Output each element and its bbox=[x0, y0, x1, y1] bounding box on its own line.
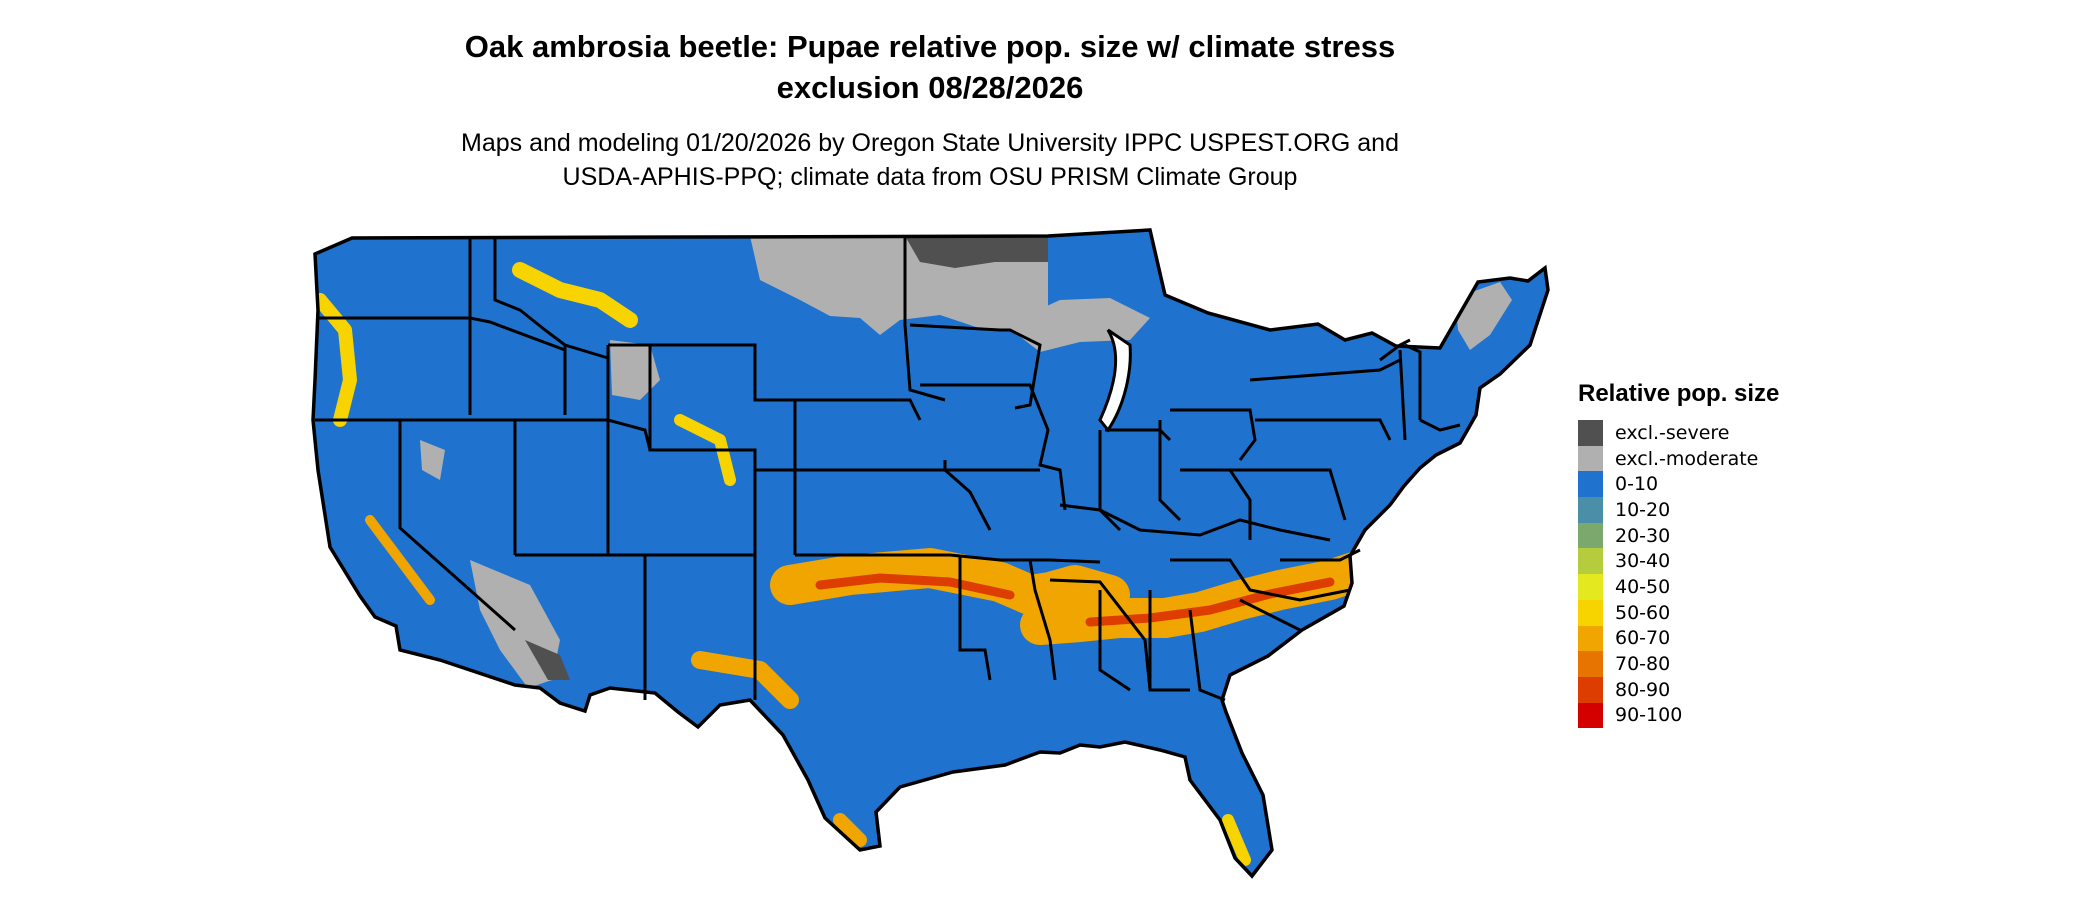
legend-label: excl.-moderate bbox=[1615, 447, 1759, 470]
legend-label: 90-100 bbox=[1615, 704, 1683, 727]
legend-item: 60-70 bbox=[1578, 625, 1779, 652]
severe-exclusion-zones bbox=[525, 236, 1048, 680]
legend-label: 0-10 bbox=[1615, 473, 1659, 496]
legend-swatch bbox=[1578, 471, 1603, 498]
legend-swatch bbox=[1578, 702, 1603, 729]
legend-label: 80-90 bbox=[1615, 678, 1671, 701]
legend-item: 30-40 bbox=[1578, 548, 1779, 575]
map-subtitle-line-2: USDA-APHIS-PPQ; climate data from OSU PR… bbox=[562, 163, 1298, 191]
legend-item: excl.-severe bbox=[1578, 420, 1779, 446]
legend-label: 10-20 bbox=[1615, 498, 1671, 521]
state-borders bbox=[315, 236, 1461, 702]
legend-item: 10-20 bbox=[1578, 497, 1779, 523]
legend-label: 50-60 bbox=[1615, 601, 1671, 624]
legend-label: 70-80 bbox=[1615, 653, 1671, 676]
legend-item: 80-90 bbox=[1578, 676, 1779, 703]
legend-swatch bbox=[1578, 548, 1603, 575]
legend-title: Relative pop. size bbox=[1578, 380, 1780, 407]
legend-swatch bbox=[1578, 420, 1603, 446]
map-subtitle-line-1: Maps and modeling 01/20/2026 by Oregon S… bbox=[461, 129, 1399, 157]
legend-item: 40-50 bbox=[1578, 574, 1779, 600]
legend-item: excl.-moderate bbox=[1578, 445, 1779, 472]
legend-swatch bbox=[1578, 522, 1603, 549]
map-subtitle: Maps and modeling 01/20/2026 by Oregon S… bbox=[380, 126, 1480, 194]
legend-items: excl.-severe excl.-moderate 0-10 10-20 20-30… bbox=[1578, 420, 1779, 729]
map-title-line-2: exclusion 08/28/2026 bbox=[776, 70, 1084, 105]
legend-swatch bbox=[1578, 651, 1603, 677]
legend-swatch bbox=[1578, 497, 1603, 523]
high-population-bands bbox=[313, 262, 1380, 866]
legend-label: 20-30 bbox=[1615, 524, 1671, 547]
legend-item: 90-100 bbox=[1578, 702, 1779, 729]
legend-label: excl.-severe bbox=[1615, 421, 1730, 444]
legend-swatch bbox=[1578, 574, 1603, 600]
legend-swatch bbox=[1578, 445, 1603, 472]
legend-swatch bbox=[1578, 625, 1603, 652]
legend-label: 30-40 bbox=[1615, 550, 1671, 573]
lake-michigan bbox=[1098, 328, 1132, 433]
legend-item: 20-30 bbox=[1578, 522, 1779, 549]
legend-item: 0-10 bbox=[1578, 471, 1779, 498]
map-title-line-1: Oak ambrosia beetle: Pupae relative pop.… bbox=[464, 29, 1396, 64]
legend-item: 50-60 bbox=[1578, 599, 1779, 626]
legend-swatch bbox=[1578, 599, 1603, 626]
legend-swatch bbox=[1578, 676, 1603, 703]
legend-label: 60-70 bbox=[1615, 627, 1671, 650]
legend-label: 40-50 bbox=[1615, 575, 1671, 598]
legend-item: 70-80 bbox=[1578, 651, 1779, 677]
title-block: Oak ambrosia beetle: Pupae relative pop.… bbox=[380, 26, 1480, 194]
legend: Relative pop. size excl.-severe excl.-mod… bbox=[1578, 380, 1780, 729]
